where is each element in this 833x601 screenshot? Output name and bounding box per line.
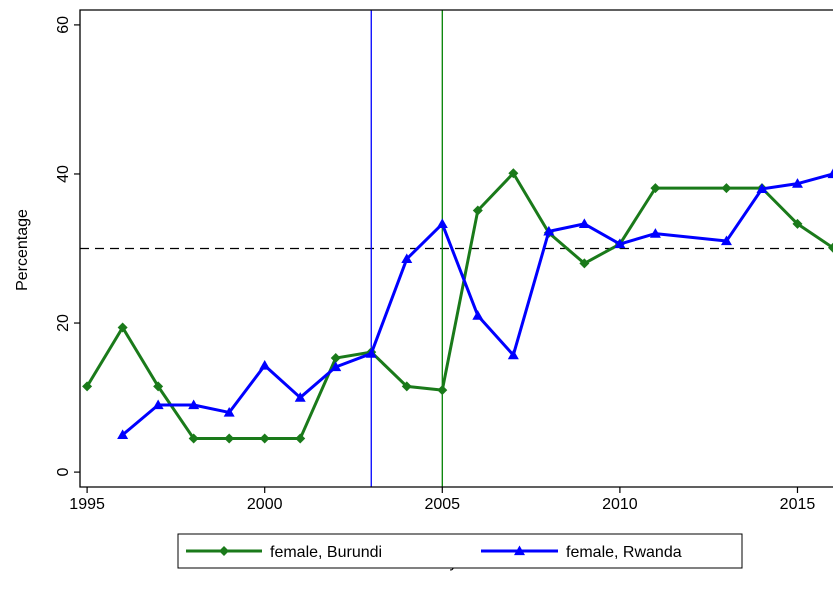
legend-marker — [514, 545, 525, 556]
data-point — [259, 433, 270, 444]
data-point — [152, 399, 164, 410]
legend-label: female, Burundi — [270, 544, 382, 561]
legend-marker — [219, 546, 229, 556]
data-point — [507, 349, 519, 360]
data-point — [330, 353, 341, 364]
data-point — [543, 225, 555, 236]
y-tick-label: 0 — [55, 468, 72, 477]
data-point — [294, 392, 306, 402]
data-point — [828, 242, 833, 253]
data-point — [437, 385, 448, 396]
y-tick-label: 40 — [55, 165, 72, 183]
data-point — [436, 218, 448, 229]
data-point — [117, 429, 129, 439]
data-point — [117, 322, 128, 333]
data-point — [188, 399, 200, 410]
series-2 — [117, 168, 833, 439]
x-tick-label: 2010 — [602, 496, 638, 513]
data-point — [756, 183, 768, 193]
data-point — [720, 235, 732, 246]
plot-frame — [79, 9, 833, 488]
plot-area — [80, 10, 833, 487]
data-point — [649, 228, 661, 238]
x-tick-label: 2005 — [424, 496, 460, 513]
data-point — [791, 178, 803, 188]
legend-box — [177, 533, 743, 569]
y-tick-label: 20 — [55, 314, 72, 332]
data-point — [82, 381, 93, 392]
data-point — [365, 348, 377, 358]
data-point — [223, 406, 235, 417]
data-point — [153, 381, 164, 392]
data-point — [401, 381, 412, 392]
data-point — [578, 218, 590, 229]
data-point — [614, 238, 626, 249]
data-point — [792, 218, 803, 229]
axes: 0 20 40 60 1995 2000 2005 2010 2015 — [55, 9, 833, 513]
data-point — [330, 361, 342, 372]
data-point — [472, 310, 484, 320]
data-point — [295, 433, 306, 444]
series-line — [121, 172, 833, 436]
x-tick-label: 1995 — [69, 496, 105, 513]
x-tick-label: 2015 — [780, 496, 816, 513]
data-point — [827, 168, 833, 179]
data-point — [579, 258, 590, 269]
data-point — [472, 205, 483, 216]
y-tick-label: 60 — [55, 16, 72, 34]
data-point — [401, 253, 413, 264]
data-point — [508, 168, 519, 179]
x-tick-label: 2000 — [247, 496, 283, 513]
data-point — [259, 360, 271, 370]
y-axis-title: Percentage — [14, 209, 31, 291]
data-point — [721, 183, 732, 194]
data-point — [188, 433, 199, 444]
legend-label: female, Rwanda — [566, 544, 682, 561]
series-1 — [82, 168, 833, 444]
legend: female, Burundi female, Rwanda — [177, 533, 743, 569]
data-point — [224, 433, 235, 444]
data-point — [650, 183, 661, 194]
